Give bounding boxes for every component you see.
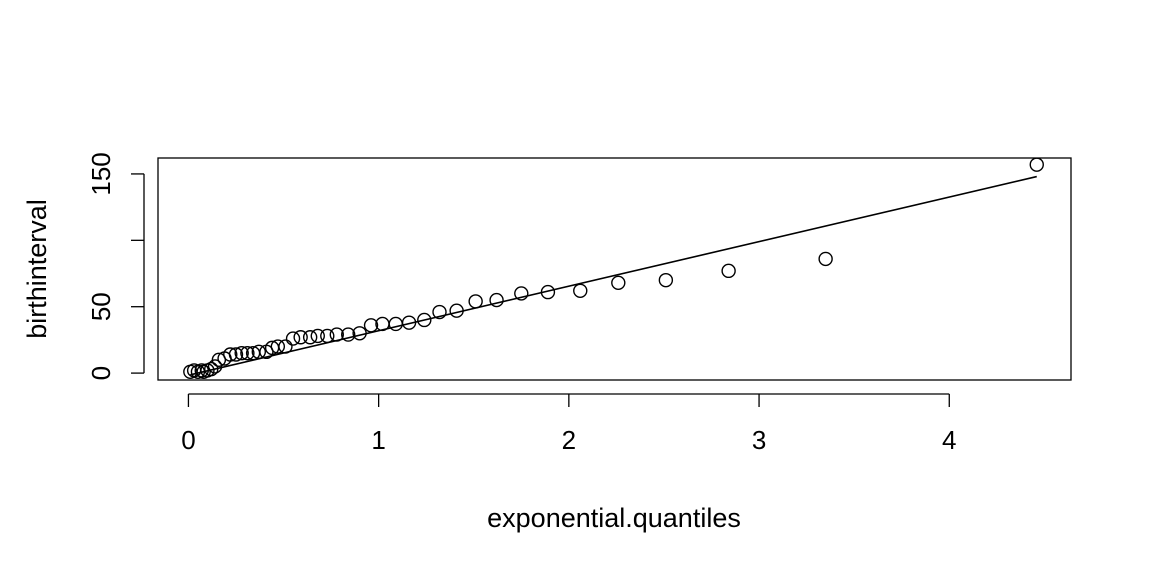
x-axis: 0 1 2 3 4 bbox=[181, 393, 957, 455]
plot-frame bbox=[157, 157, 1072, 381]
y-tick-label: 150 bbox=[86, 152, 116, 195]
data-point bbox=[223, 347, 238, 362]
data-point bbox=[341, 327, 356, 342]
data-point bbox=[1029, 157, 1044, 172]
x-axis-title: exponential.quantiles bbox=[487, 503, 741, 533]
data-point bbox=[211, 352, 227, 368]
y-axis-title: birthinterval bbox=[22, 199, 52, 339]
data-point bbox=[658, 272, 674, 288]
x-tick-label: 3 bbox=[752, 425, 766, 455]
y-tick-label: 0 bbox=[86, 366, 116, 380]
data-point bbox=[310, 328, 325, 344]
x-tick-label: 2 bbox=[562, 425, 576, 455]
data-point bbox=[721, 263, 736, 279]
data-point bbox=[234, 345, 249, 361]
x-tick-label: 0 bbox=[181, 425, 195, 455]
data-point bbox=[302, 330, 318, 345]
y-tick-label: 50 bbox=[86, 292, 116, 321]
data-point bbox=[489, 292, 504, 308]
data-point bbox=[293, 330, 308, 345]
data-point bbox=[417, 312, 432, 328]
data-point bbox=[468, 294, 483, 309]
data-point bbox=[611, 275, 626, 291]
data-point bbox=[228, 347, 244, 362]
x-tick-label: 1 bbox=[371, 425, 385, 455]
fit-line-group bbox=[190, 175, 1037, 376]
data-point bbox=[270, 339, 286, 354]
x-tick-label: 4 bbox=[942, 425, 956, 455]
data-point bbox=[285, 331, 301, 346]
y-axis: 0 50 150 bbox=[86, 152, 145, 380]
data-point bbox=[818, 251, 833, 267]
data-point bbox=[514, 286, 529, 301]
fit-line bbox=[190, 175, 1037, 376]
data-point bbox=[240, 345, 255, 361]
data-point bbox=[573, 283, 588, 298]
data-points bbox=[183, 157, 1044, 379]
data-point bbox=[432, 304, 447, 320]
